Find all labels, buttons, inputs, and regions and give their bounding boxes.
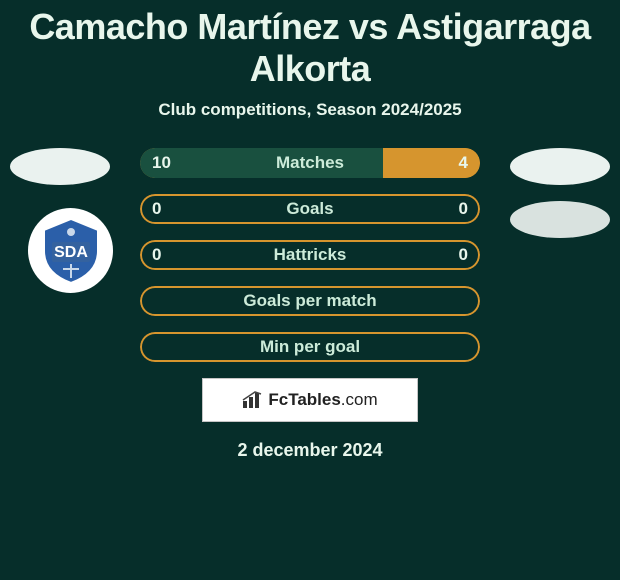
stat-bars: 10 4 Matches 0 0 Goals 0 0 Hattricks Goals per ma… xyxy=(140,148,480,362)
branding-box: FcTables.com xyxy=(202,378,418,422)
stat-left-value: 0 xyxy=(152,245,161,265)
club-crest: SDA xyxy=(28,208,113,293)
club-crest-icon: SDA xyxy=(36,216,106,286)
svg-text:SDA: SDA xyxy=(54,244,88,261)
stat-row: 0 0 Goals xyxy=(140,194,480,224)
stat-left-value: 0 xyxy=(152,199,161,219)
generated-date: 2 december 2024 xyxy=(0,440,620,461)
brand-text: FcTables.com xyxy=(268,390,377,410)
stat-row: 10 4 Matches xyxy=(140,148,480,178)
player-right-marker-2 xyxy=(510,201,610,238)
stat-right-value: 0 xyxy=(459,245,468,265)
stat-row: 0 0 Hattricks xyxy=(140,240,480,270)
stat-row: Min per goal xyxy=(140,332,480,362)
stat-label: Matches xyxy=(276,153,344,173)
player-left-marker-1 xyxy=(10,148,110,185)
comparison-content: SDA 10 4 Matches 0 0 Goals 0 0 Hattricks Goals pe… xyxy=(0,148,620,461)
page-title: Camacho Martínez vs Astigarraga Alkorta xyxy=(0,0,620,90)
stat-label: Goals per match xyxy=(243,291,376,311)
stat-right-value: 4 xyxy=(459,153,468,173)
stat-left-fill xyxy=(140,148,383,178)
page-subtitle: Club competitions, Season 2024/2025 xyxy=(0,100,620,120)
stat-left-value: 10 xyxy=(152,153,171,173)
stat-label: Min per goal xyxy=(260,337,360,357)
stat-row: Goals per match xyxy=(140,286,480,316)
bar-chart-icon xyxy=(242,391,264,409)
player-right-marker-1 xyxy=(510,148,610,185)
stat-right-value: 0 xyxy=(459,199,468,219)
stat-label: Goals xyxy=(286,199,333,219)
stat-label: Hattricks xyxy=(274,245,347,265)
